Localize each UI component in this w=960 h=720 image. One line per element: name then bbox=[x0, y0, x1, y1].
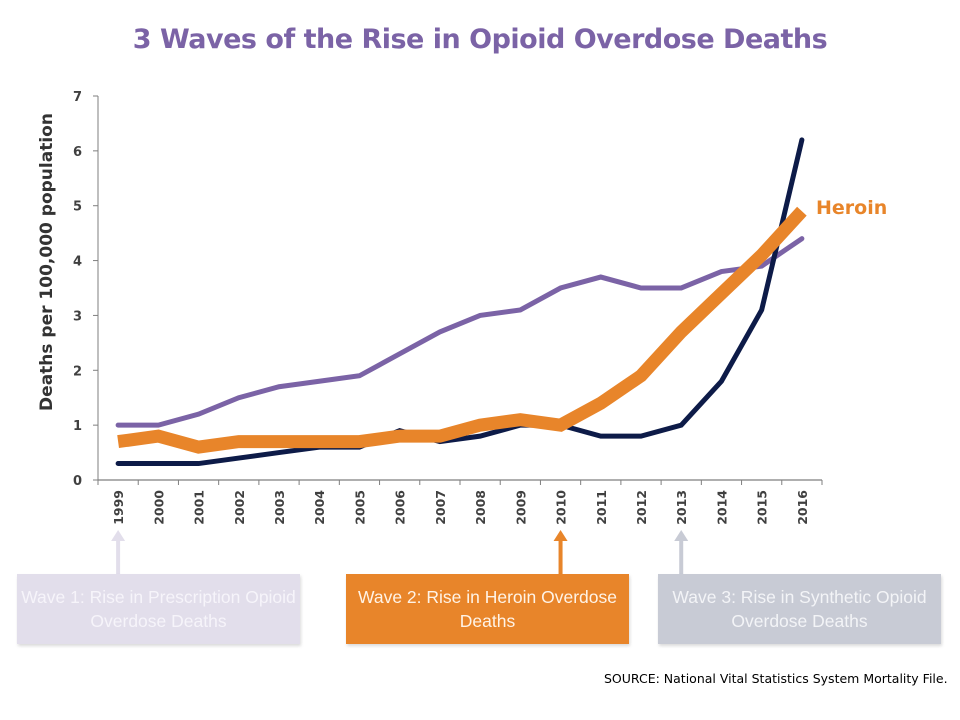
y-tick-label: 0 bbox=[73, 474, 82, 489]
y-tick-label: 3 bbox=[73, 309, 82, 324]
x-tick-label: 2013 bbox=[674, 490, 689, 525]
x-tick-label: 2007 bbox=[433, 490, 448, 525]
x-tick-label: 2002 bbox=[232, 490, 247, 525]
wave-2-box: Wave 2: Rise in Heroin Overdose Deaths bbox=[346, 574, 629, 644]
y-tick-label: 4 bbox=[73, 255, 82, 270]
wave-3-box: Wave 3: Rise in Synthetic Opioid Overdos… bbox=[658, 574, 941, 644]
series-line-prescription-opioids bbox=[115, 236, 805, 428]
x-tick-label: 2011 bbox=[594, 490, 609, 525]
x-tick-label: 2000 bbox=[151, 490, 166, 525]
wave-1-arrow-head bbox=[111, 530, 126, 541]
x-tick-label: 2009 bbox=[513, 490, 528, 525]
x-tick-label: 1999 bbox=[111, 490, 126, 525]
series-lines bbox=[115, 137, 807, 467]
series-line-synthetic-opioids bbox=[115, 137, 805, 467]
wave-2-arrow-head bbox=[553, 530, 568, 541]
wave-3-arrow-head bbox=[674, 530, 689, 541]
x-tick-label: 2014 bbox=[714, 490, 729, 525]
x-tick-label: 2015 bbox=[755, 490, 770, 525]
wave-1-box: Wave 1: Rise in Prescription Opioid Over… bbox=[17, 574, 300, 644]
x-tick-label: 2004 bbox=[312, 490, 327, 525]
x-tick-label: 2012 bbox=[634, 490, 649, 525]
y-tick-label: 2 bbox=[73, 364, 82, 379]
series-line-heroin bbox=[117, 206, 807, 454]
axes: 0 1 2 3 4 5 6 7 1999 2000 2001 2002 2003 2004 2005 2006… bbox=[73, 90, 823, 525]
x-tick-label: 2001 bbox=[192, 490, 207, 525]
source-note: SOURCE: National Vital Statistics System… bbox=[604, 671, 948, 686]
x-tick-label: 2005 bbox=[352, 490, 367, 525]
wave-arrows bbox=[111, 530, 689, 574]
y-tick-label: 7 bbox=[73, 90, 82, 105]
chart-title: 3 Waves of the Rise in Opioid Overdose D… bbox=[132, 24, 828, 55]
x-tick-label: 2008 bbox=[473, 490, 488, 525]
y-tick-label: 5 bbox=[73, 200, 82, 215]
x-tick-label: 2010 bbox=[554, 490, 569, 525]
y-tick-label: 1 bbox=[73, 419, 82, 434]
x-tick-label: 2003 bbox=[272, 490, 287, 525]
heroin-series-label: Heroin bbox=[816, 197, 888, 219]
x-tick-label: 2016 bbox=[795, 490, 810, 525]
x-tick-label: 2006 bbox=[393, 490, 408, 525]
y-tick-label: 6 bbox=[73, 145, 82, 160]
